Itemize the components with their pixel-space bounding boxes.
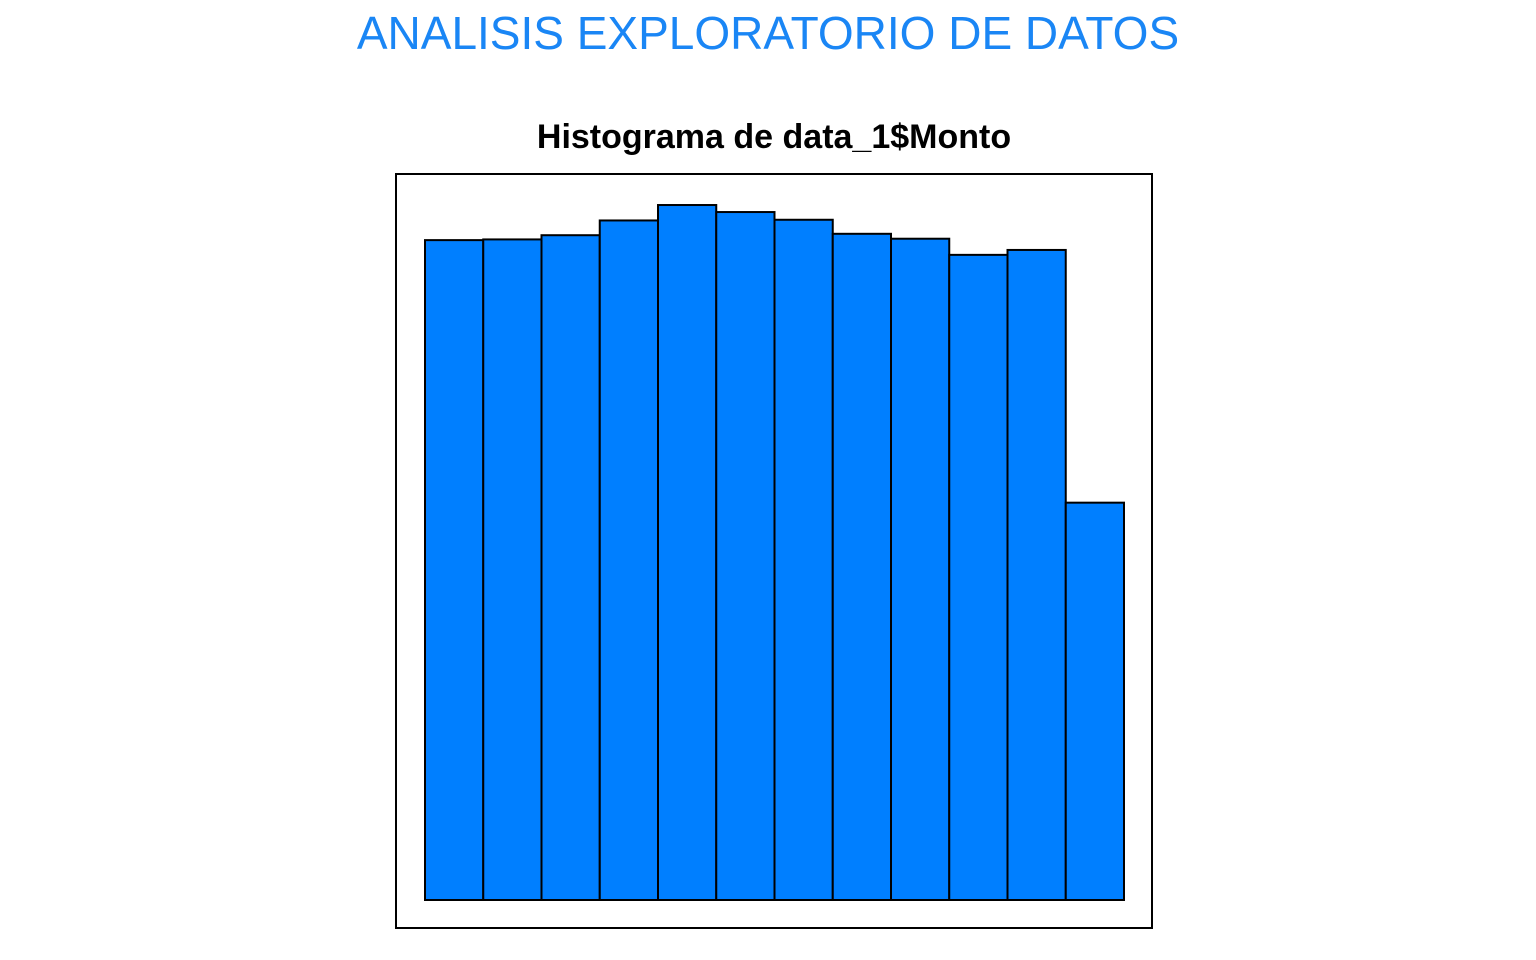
bars-group [424,204,1125,902]
page-title: ANALISIS EXPLORATORIO DE DATOS [356,7,1180,59]
histogram-bar-8 [831,232,892,902]
histogram-bar-9 [890,237,951,902]
histogram-bar-6 [715,211,776,902]
histogram-bar-7 [773,218,834,901]
chart-title: Histograma de data_1$Monto [537,118,1011,156]
plot-frame [395,173,1153,929]
histogram-bar-12 [1064,501,1125,901]
histogram-bar-10 [948,253,1009,902]
histogram-bar-11 [1006,248,1067,901]
histogram-bar-2 [482,238,543,902]
histogram-bar-3 [540,234,601,901]
histogram-bar-4 [598,219,659,901]
histogram-bar-1 [424,239,485,901]
histogram-bar-5 [657,204,718,901]
